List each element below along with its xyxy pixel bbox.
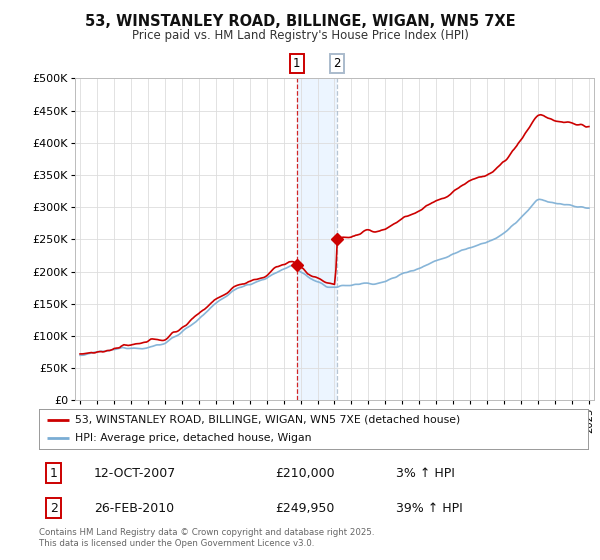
Text: 53, WINSTANLEY ROAD, BILLINGE, WIGAN, WN5 7XE: 53, WINSTANLEY ROAD, BILLINGE, WIGAN, WN… — [85, 14, 515, 29]
Text: 12-OCT-2007: 12-OCT-2007 — [94, 466, 176, 480]
Text: Price paid vs. HM Land Registry's House Price Index (HPI): Price paid vs. HM Land Registry's House … — [131, 29, 469, 42]
Text: 26-FEB-2010: 26-FEB-2010 — [94, 502, 174, 515]
Bar — [297, 78, 337, 400]
Text: 39% ↑ HPI: 39% ↑ HPI — [396, 502, 463, 515]
Text: 53, WINSTANLEY ROAD, BILLINGE, WIGAN, WN5 7XE (detached house): 53, WINSTANLEY ROAD, BILLINGE, WIGAN, WN… — [74, 415, 460, 424]
Text: 2: 2 — [50, 502, 58, 515]
Text: 3% ↑ HPI: 3% ↑ HPI — [396, 466, 455, 480]
Text: HPI: Average price, detached house, Wigan: HPI: Average price, detached house, Wiga… — [74, 433, 311, 443]
Text: 2: 2 — [333, 58, 341, 71]
Text: 1: 1 — [50, 466, 58, 480]
Text: £210,000: £210,000 — [275, 466, 335, 480]
Text: Contains HM Land Registry data © Crown copyright and database right 2025.
This d: Contains HM Land Registry data © Crown c… — [39, 528, 374, 548]
Text: £249,950: £249,950 — [275, 502, 334, 515]
Text: 1: 1 — [293, 58, 301, 71]
